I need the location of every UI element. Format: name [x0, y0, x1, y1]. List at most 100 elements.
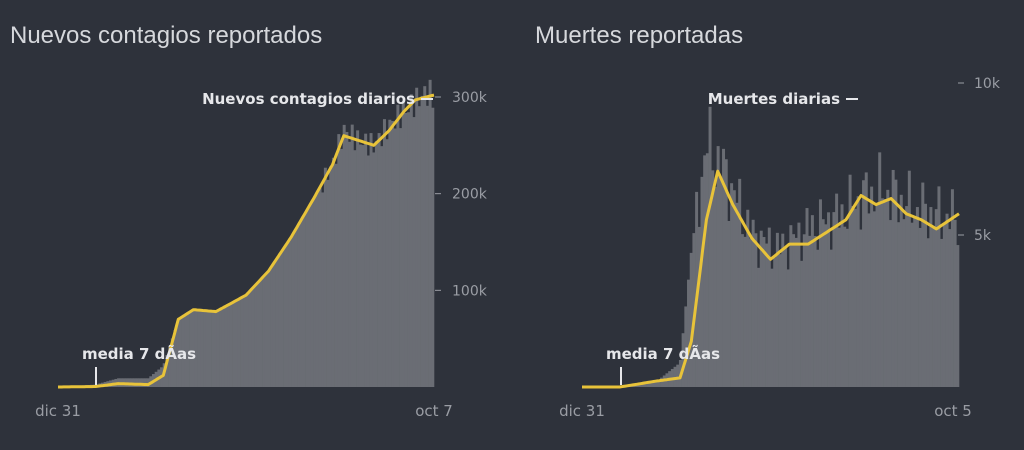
bar: [396, 104, 400, 387]
bar: [934, 209, 938, 387]
bar: [794, 237, 798, 387]
bar: [219, 309, 223, 387]
bar: [727, 220, 731, 387]
bar: [213, 311, 217, 387]
bar: [789, 225, 793, 387]
bar: [878, 152, 882, 387]
bar: [913, 216, 917, 387]
bar: [837, 227, 841, 387]
bar: [883, 199, 887, 387]
bar: [673, 366, 677, 387]
bar: [923, 203, 927, 387]
bar: [246, 293, 249, 387]
bar: [845, 228, 849, 387]
bar: [722, 148, 726, 387]
bar: [205, 310, 209, 387]
bar: [425, 105, 429, 388]
bar: [331, 157, 335, 387]
bar: [275, 258, 279, 387]
bar: [687, 279, 691, 387]
bar: [732, 190, 736, 387]
bar: [676, 364, 680, 387]
x-start-label: dic 31: [35, 402, 81, 420]
y-tick-label: 300k: [452, 90, 488, 106]
bar: [950, 189, 954, 387]
bar: [888, 220, 892, 387]
bar: [778, 254, 782, 387]
bar: [197, 310, 201, 387]
bar: [681, 333, 685, 387]
bar: [646, 382, 650, 387]
bar: [843, 226, 847, 387]
bar: [393, 128, 397, 387]
bar: [391, 120, 395, 387]
bar: [326, 179, 330, 387]
bar: [853, 208, 857, 387]
bar: [851, 205, 855, 387]
bar: [641, 383, 645, 387]
bar: [267, 270, 271, 387]
bar: [364, 133, 368, 387]
bar: [345, 131, 349, 387]
bar: [380, 146, 384, 387]
bar: [385, 139, 389, 387]
bar: [369, 133, 373, 387]
bar: [254, 285, 258, 387]
bar: [770, 268, 774, 387]
bar: [404, 112, 408, 388]
bar: [781, 233, 785, 387]
bar: [251, 287, 255, 387]
chart-panel-muertes: Muertes reportadas 5k 10k Muertes diarias m…: [512, 0, 1024, 450]
bar: [703, 155, 707, 387]
bar: [821, 219, 825, 387]
bar: [783, 248, 787, 387]
bar: [940, 238, 944, 387]
bar: [684, 306, 688, 387]
bar: [221, 307, 225, 387]
y-tick-label: 5k: [974, 228, 992, 244]
bar: [945, 213, 949, 387]
bar: [189, 311, 193, 387]
bar: [657, 379, 661, 387]
bar: [168, 346, 172, 387]
bar: [141, 378, 145, 387]
bar: [278, 254, 282, 387]
bar: [227, 304, 231, 387]
bar: [907, 170, 911, 387]
bar: [146, 378, 150, 387]
bar: [880, 198, 884, 387]
chart-svg-muertes: 5k 10k Muertes diarias media 7 dÃas dic 31 oc…: [559, 76, 1001, 420]
bar: [805, 208, 809, 387]
bar: [200, 310, 204, 387]
bar: [894, 179, 898, 387]
bar: [399, 128, 403, 388]
y-tick-label: 200k: [452, 187, 488, 203]
bar: [816, 249, 820, 387]
bar: [654, 381, 658, 387]
bar: [280, 250, 284, 387]
bar: [800, 260, 804, 387]
bar: [738, 178, 742, 387]
bar: [765, 243, 769, 387]
bar: [748, 238, 752, 387]
bar: [178, 318, 182, 387]
bar: [288, 238, 292, 387]
bar: [713, 186, 717, 387]
bar: [350, 124, 354, 387]
bar: [824, 224, 828, 387]
bar: [211, 311, 215, 387]
bar: [243, 295, 247, 387]
bar: [886, 189, 890, 387]
bar: [942, 223, 946, 387]
series-label: Muertes diarias: [708, 90, 840, 108]
bar: [856, 196, 860, 387]
bar: [762, 237, 766, 387]
bar: [170, 338, 174, 387]
bar: [808, 235, 812, 387]
chart-title: Muertes reportadas: [535, 22, 744, 49]
bar: [203, 310, 207, 387]
bar: [194, 309, 198, 387]
bar: [921, 182, 925, 387]
avg-label: media 7 dÃas: [606, 344, 720, 363]
bar: [660, 377, 664, 387]
